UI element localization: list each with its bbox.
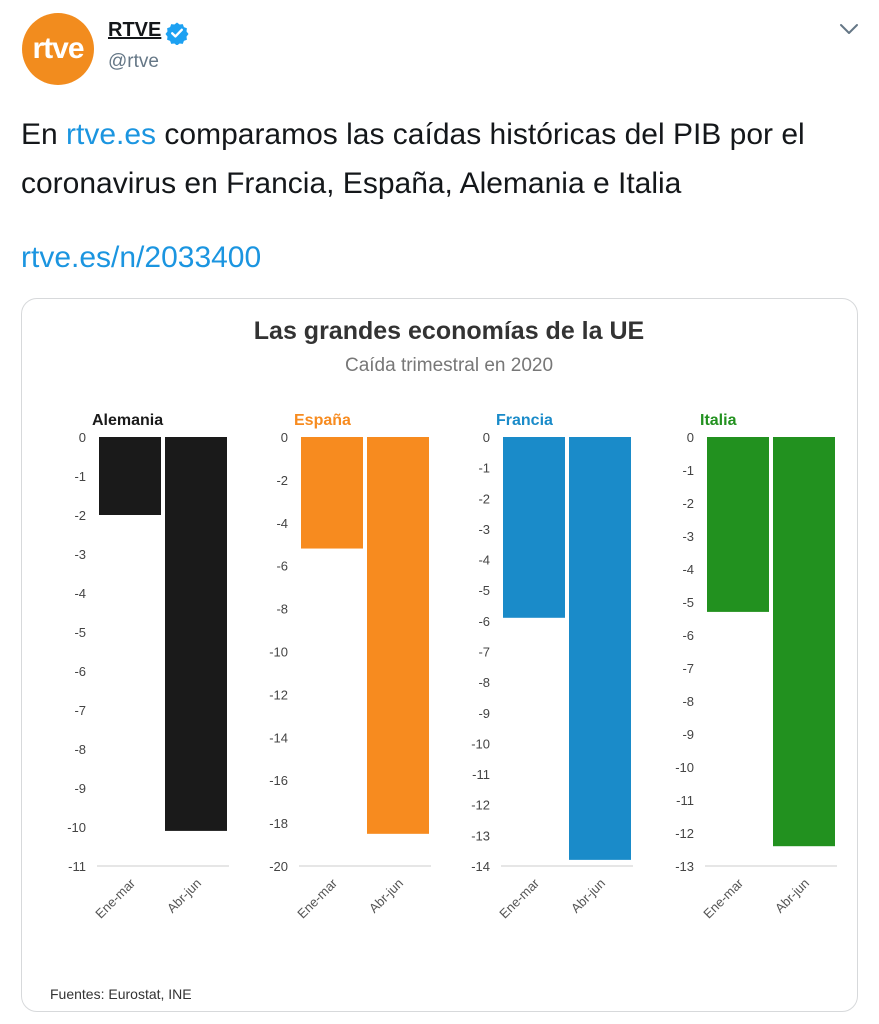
tweet-url-link[interactable]: rtve.es/n/2033400 (21, 241, 262, 274)
tick-label-3-5: -5 (682, 595, 694, 610)
tick-label-0-7: -7 (74, 703, 86, 718)
panel-label-0: Alemania (92, 412, 163, 429)
tick-label-2-3: -3 (478, 522, 490, 537)
tick-label-2-0: 0 (483, 430, 490, 445)
tick-label-1-0: 0 (281, 430, 288, 445)
tick-label-0-3: -3 (74, 547, 86, 562)
tick-label-0-9: -9 (74, 781, 86, 796)
tick-label-3-9: -9 (682, 727, 694, 742)
tick-label-2-11: -11 (472, 767, 490, 782)
avatar-logo-text: rtve (32, 32, 84, 65)
tweet-inline-link[interactable]: rtve.es (66, 118, 157, 151)
tick-label-2-5: -5 (478, 583, 490, 598)
category-label-2-1: Abr-jun (568, 876, 608, 916)
tick-label-0-11: -11 (68, 859, 86, 874)
chart-card[interactable]: Las grandes economías de la UE Caída trim… (21, 298, 858, 1012)
tick-label-0-10: -10 (67, 820, 86, 835)
tick-label-2-8: -8 (478, 675, 490, 690)
tick-label-3-4: -4 (682, 562, 694, 577)
tick-label-0-1: -1 (74, 469, 86, 484)
tick-label-1-8: -16 (269, 773, 288, 788)
tick-label-3-13: -13 (675, 859, 694, 874)
tick-label-2-9: -9 (478, 706, 490, 721)
tick-label-2-4: -4 (478, 553, 490, 568)
tick-label-3-2: -2 (682, 496, 694, 511)
tick-label-2-6: -6 (478, 614, 490, 629)
tick-label-2-10: -10 (471, 736, 490, 751)
verified-badge-icon (165, 22, 189, 45)
tick-label-2-7: -7 (478, 645, 490, 660)
tick-label-2-14: -14 (471, 859, 490, 874)
tick-label-2-1: -1 (478, 461, 490, 476)
tick-label-1-2: -4 (276, 516, 288, 531)
category-label-3-1: Abr-jun (772, 876, 812, 916)
tick-label-3-11: -11 (676, 793, 694, 808)
bar-españa-ene-mar (301, 437, 363, 549)
category-label-0-0: Ene-mar (92, 875, 138, 921)
panel-label-3: Italia (700, 412, 737, 429)
tick-label-3-10: -10 (675, 760, 694, 775)
bar-alemania-ene-mar (99, 437, 161, 515)
tick-label-0-5: -5 (74, 625, 86, 640)
tick-label-0-0: 0 (79, 430, 86, 445)
account-name[interactable]: RTVE (108, 19, 162, 41)
tick-label-1-4: -8 (276, 602, 288, 617)
tick-label-0-2: -2 (74, 508, 86, 523)
bar-alemania-abr-jun (165, 437, 227, 831)
tick-label-2-2: -2 (478, 491, 490, 506)
tick-label-1-3: -6 (276, 559, 288, 574)
chart-svg: Las grandes economías de la UE Caída trim… (50, 317, 837, 1002)
bar-francia-abr-jun (569, 437, 631, 860)
category-label-1-1: Abr-jun (366, 876, 406, 916)
account-handle[interactable]: @rtve (108, 51, 159, 72)
chart-source: Fuentes: Eurostat, INE (50, 986, 192, 1002)
tick-label-1-6: -12 (269, 687, 288, 702)
tick-label-3-3: -3 (682, 529, 694, 544)
tick-label-3-6: -6 (682, 628, 694, 643)
tick-label-1-10: -20 (269, 859, 288, 874)
tick-label-1-1: -2 (276, 473, 288, 488)
category-label-0-1: Abr-jun (164, 876, 204, 916)
tick-label-2-12: -12 (471, 798, 490, 813)
tick-label-1-7: -14 (269, 730, 288, 745)
category-label-3-0: Ene-mar (700, 875, 746, 921)
panel-label-1: España (294, 412, 351, 429)
tick-label-3-7: -7 (682, 661, 694, 676)
tick-label-3-1: -1 (682, 463, 694, 478)
bar-francia-ene-mar (503, 437, 565, 618)
category-label-1-0: Ene-mar (294, 875, 340, 921)
tick-label-0-6: -6 (74, 664, 86, 679)
tweet-text-after: comparamos las caídas históricas del PIB… (21, 118, 805, 200)
chart-subtitle: Caída trimestral en 2020 (345, 355, 553, 376)
tick-label-2-13: -13 (471, 828, 490, 843)
tick-label-1-5: -10 (269, 645, 288, 660)
tick-label-0-8: -8 (74, 742, 86, 757)
tick-label-3-0: 0 (687, 430, 694, 445)
tweet-text-before: En (21, 118, 67, 151)
tick-label-0-4: -4 (74, 586, 86, 601)
tick-label-1-9: -18 (269, 816, 288, 831)
tick-label-3-12: -12 (675, 826, 694, 841)
bar-italia-ene-mar (707, 437, 769, 612)
bar-italia-abr-jun (773, 437, 835, 847)
avatar[interactable]: rtve (22, 13, 94, 85)
chevron-down-icon[interactable] (836, 18, 862, 40)
tick-label-3-8: -8 (682, 694, 694, 709)
panel-label-2: Francia (496, 412, 553, 429)
chart-title: Las grandes economías de la UE (254, 317, 644, 345)
category-label-2-0: Ene-mar (496, 875, 542, 921)
tweet-text: En rtve.es comparamos las caídas históri… (21, 110, 861, 208)
bar-españa-abr-jun (367, 437, 429, 834)
